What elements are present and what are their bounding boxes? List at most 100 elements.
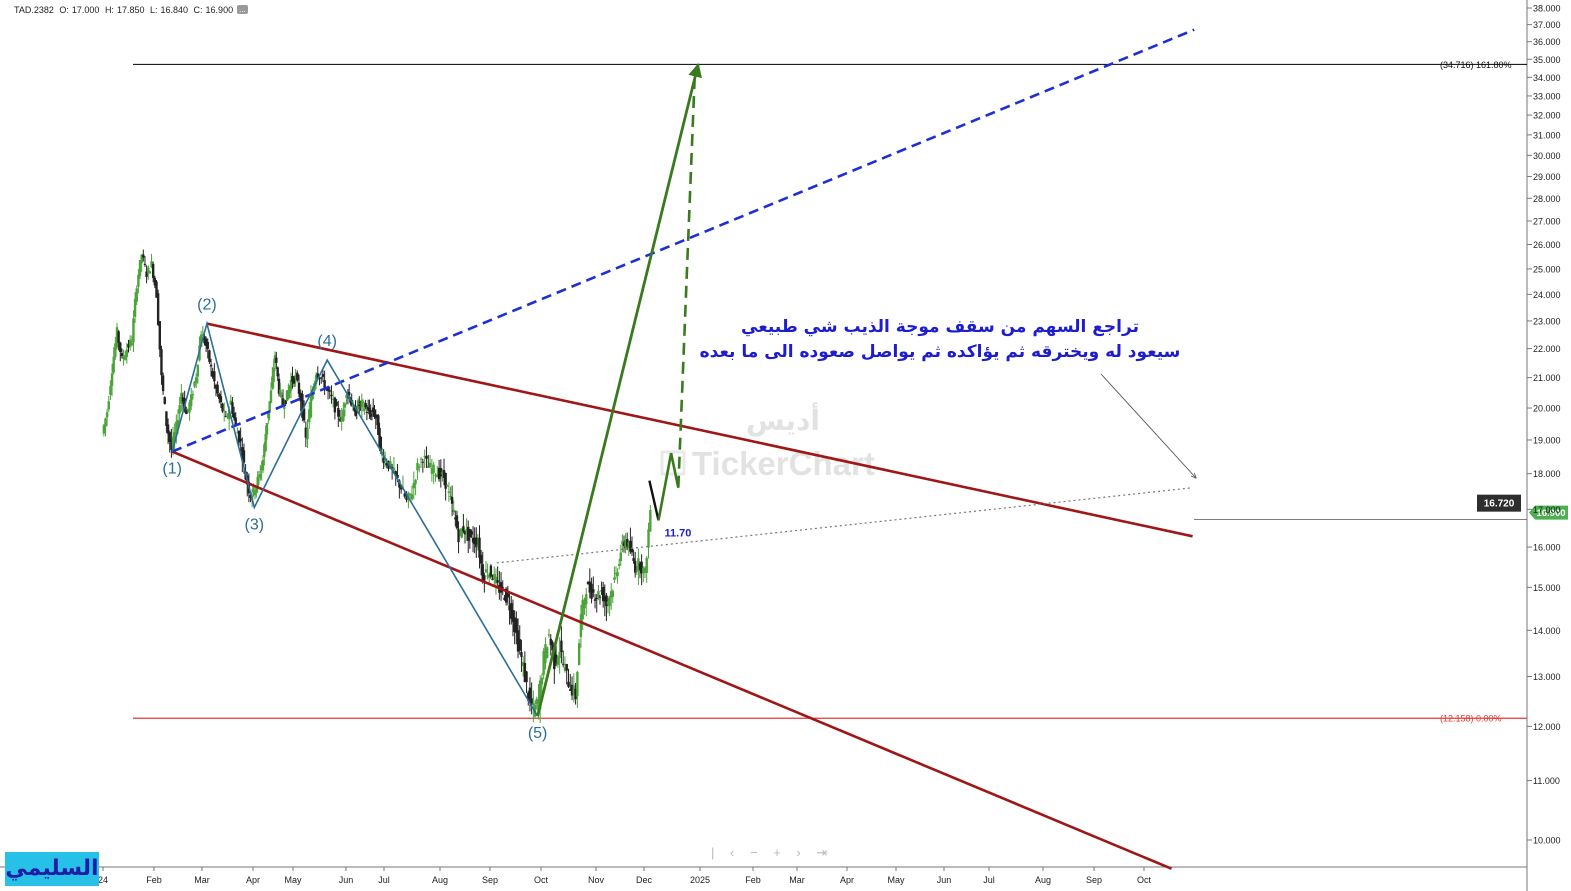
candle-body xyxy=(511,610,515,622)
candle-body xyxy=(405,497,408,501)
candle-body xyxy=(366,407,370,410)
candle-body xyxy=(294,374,297,379)
plus-icon[interactable]: + xyxy=(773,845,781,860)
y-tick-label: 17.000 xyxy=(1533,505,1561,515)
projection-dashed-line xyxy=(171,28,1195,453)
scenario-pullback-line xyxy=(648,480,660,521)
candle-body xyxy=(119,342,122,353)
candle-body xyxy=(538,680,542,710)
candle-body xyxy=(218,394,221,400)
y-tick-label: 19.000 xyxy=(1533,435,1561,445)
candle-body xyxy=(572,685,576,695)
y-tick-label: 14.000 xyxy=(1533,626,1561,636)
candle-body xyxy=(208,350,211,362)
candle-body xyxy=(423,456,426,458)
candle-body xyxy=(488,574,491,578)
candle-body xyxy=(137,274,140,287)
candle-body xyxy=(516,630,520,652)
candle-body xyxy=(649,509,652,532)
candle-body xyxy=(287,389,290,399)
scenario-dashed-line xyxy=(677,79,696,488)
candle-body xyxy=(204,338,208,346)
candle-body xyxy=(219,396,223,403)
y-tick-label: 32.000 xyxy=(1533,111,1561,121)
candle-body xyxy=(598,596,602,598)
candle-body xyxy=(432,464,435,473)
x-tick-label: Feb xyxy=(745,875,761,885)
x-tick-label: 2025 xyxy=(690,875,710,885)
candle-body xyxy=(457,528,460,543)
more-button[interactable]: ... xyxy=(237,5,248,14)
fib-zero-label: (12.158) 0.00% xyxy=(1440,714,1502,724)
candle-body xyxy=(199,334,203,347)
candle-body xyxy=(104,418,107,427)
candle-body xyxy=(342,409,345,421)
candle-body xyxy=(309,395,313,418)
candle-body xyxy=(211,371,214,378)
candle-body xyxy=(416,462,419,471)
candle-body xyxy=(632,557,635,562)
candle-body xyxy=(231,402,234,414)
candle-body xyxy=(114,343,117,358)
candle-body xyxy=(221,403,224,412)
candle-body xyxy=(450,496,454,504)
x-tick-label: Jun xyxy=(339,875,354,885)
wave-label-4: (4) xyxy=(317,333,337,350)
candle-body xyxy=(318,378,321,380)
candle-body xyxy=(627,541,630,548)
wave-label-2: (2) xyxy=(197,297,217,314)
candle-body xyxy=(188,402,191,413)
candle-body xyxy=(458,528,462,531)
fib-161-label: (34.716) 161.80% xyxy=(1440,60,1512,70)
y-tick-label: 16.000 xyxy=(1533,543,1561,553)
scenario-retest-line xyxy=(657,452,680,521)
candle-body xyxy=(629,540,632,552)
candle-body xyxy=(331,398,335,400)
candle-body xyxy=(155,281,158,298)
candle-body xyxy=(410,494,414,500)
candle-body xyxy=(396,474,399,478)
annotation-line-1: تراجع السهم من سقف موجة الذيب شي طبيعي xyxy=(741,317,1139,337)
candle-body xyxy=(491,579,494,581)
chevron-right-icon[interactable]: › xyxy=(796,845,801,860)
candle-body xyxy=(565,663,568,671)
candle-body xyxy=(618,564,621,566)
candle-body xyxy=(452,509,455,513)
minus-icon[interactable]: − xyxy=(749,845,758,860)
skip-end-icon[interactable]: ⇥ xyxy=(816,845,828,860)
candle-body xyxy=(403,493,406,497)
pipe-icon: | xyxy=(711,845,715,860)
candle-body xyxy=(494,576,498,584)
candle-body xyxy=(590,583,593,599)
candle-body xyxy=(610,591,613,598)
candle-body xyxy=(479,554,483,564)
candle-body xyxy=(301,393,304,418)
candle-body xyxy=(421,461,425,463)
candle-body xyxy=(523,662,527,683)
candle-body xyxy=(570,684,574,696)
x-tick-label: Jul xyxy=(983,875,995,885)
candle-body xyxy=(201,334,205,336)
x-tick-label: Jul xyxy=(378,875,390,885)
candle-body xyxy=(335,401,338,406)
candle-body xyxy=(216,384,219,394)
watermark-logo-icon xyxy=(660,450,686,476)
candle-body xyxy=(513,617,516,633)
candle-body xyxy=(175,421,178,435)
chevron-left-icon[interactable]: ‹ xyxy=(730,845,735,860)
candle-body xyxy=(608,597,611,607)
candle-body xyxy=(390,467,394,469)
candle-body xyxy=(600,590,603,592)
candle-body xyxy=(160,349,163,376)
candle-body xyxy=(297,382,301,394)
candle-body xyxy=(147,267,150,273)
target-badge-label: 16.720 xyxy=(1484,499,1515,510)
candle-body xyxy=(125,349,129,357)
watermark-ar: أديس xyxy=(746,402,820,437)
candle-body xyxy=(153,277,157,286)
candle-body xyxy=(150,261,153,267)
candle-body xyxy=(606,601,610,605)
channel-lower-line xyxy=(171,450,1173,870)
candle-body xyxy=(372,407,375,413)
